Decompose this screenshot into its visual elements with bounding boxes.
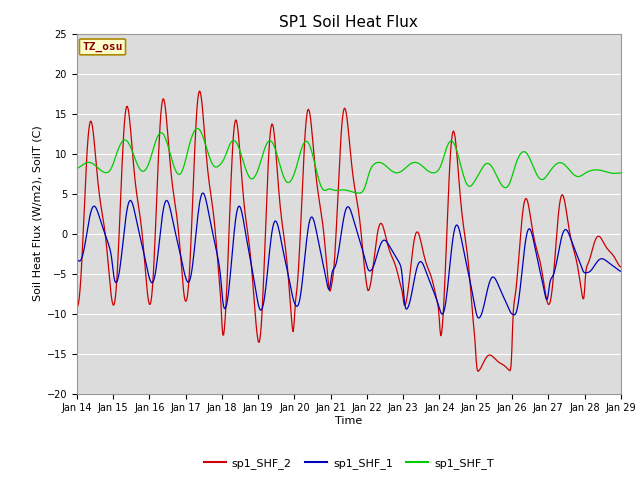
Y-axis label: Soil Heat Flux (W/m2), SoilT (C): Soil Heat Flux (W/m2), SoilT (C) [33, 126, 42, 301]
sp1_SHF_T [195, 126, 202, 132]
Legend: sp1_SHF_2, sp1_SHF_1, sp1_SHF_T: sp1_SHF_2, sp1_SHF_1, sp1_SHF_T [200, 453, 498, 473]
X-axis label: Time: Time [335, 416, 362, 426]
sp1_SHF_1 [475, 315, 483, 321]
sp1_SHF_1 [431, 293, 439, 299]
Line: sp1_SHF_T: sp1_SHF_T [77, 129, 621, 193]
sp1_SHF_T [433, 169, 440, 175]
sp1_SHF_2 [431, 291, 439, 297]
sp1_SHF_T [73, 166, 81, 171]
sp1_SHF_T [139, 168, 147, 174]
Line: sp1_SHF_2: sp1_SHF_2 [77, 91, 621, 371]
sp1_SHF_T [223, 147, 231, 153]
sp1_SHF_T [83, 160, 90, 166]
sp1_SHF_2 [196, 88, 204, 94]
sp1_SHF_1 [199, 190, 207, 196]
sp1_SHF_2 [73, 304, 81, 310]
sp1_SHF_1 [416, 259, 424, 265]
sp1_SHF_2 [139, 236, 147, 241]
sp1_SHF_2 [83, 156, 90, 162]
sp1_SHF_2 [416, 233, 424, 239]
sp1_SHF_1 [223, 298, 231, 303]
sp1_SHF_T [617, 170, 625, 176]
sp1_SHF_2 [617, 264, 625, 270]
sp1_SHF_1 [83, 231, 90, 237]
sp1_SHF_2 [194, 96, 202, 101]
sp1_SHF_T [355, 190, 363, 196]
Text: TZ_osu: TZ_osu [82, 42, 123, 52]
sp1_SHF_T [417, 162, 424, 168]
sp1_SHF_2 [223, 272, 231, 277]
sp1_SHF_1 [617, 268, 625, 274]
Title: SP1 Soil Heat Flux: SP1 Soil Heat Flux [280, 15, 418, 30]
sp1_SHF_1 [139, 245, 147, 251]
sp1_SHF_T [193, 126, 201, 132]
sp1_SHF_1 [73, 257, 81, 263]
Line: sp1_SHF_1: sp1_SHF_1 [77, 193, 621, 318]
sp1_SHF_2 [474, 368, 482, 374]
sp1_SHF_1 [194, 213, 202, 219]
